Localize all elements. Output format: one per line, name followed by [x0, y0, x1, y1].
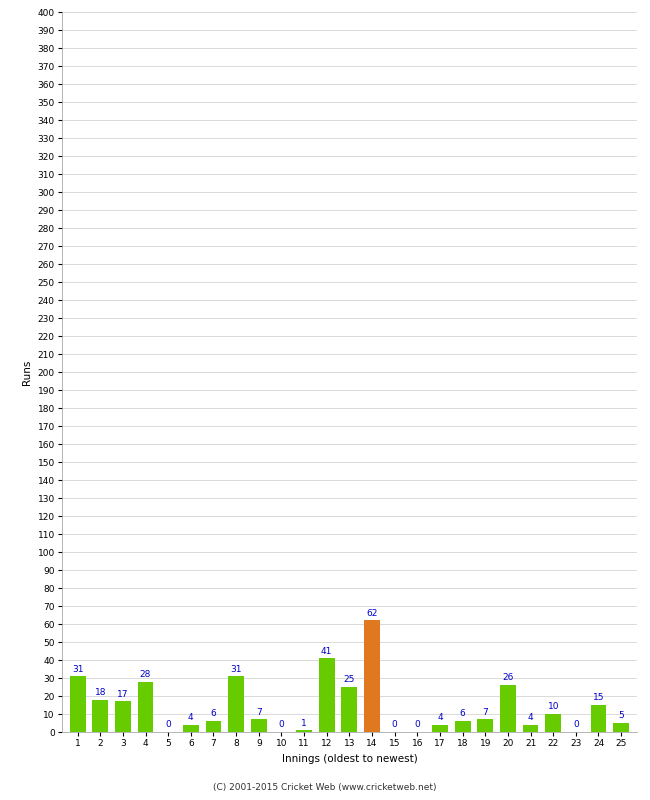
Bar — [432, 725, 448, 732]
Text: 4: 4 — [188, 713, 194, 722]
Bar — [477, 719, 493, 732]
Bar — [70, 676, 86, 732]
Bar — [523, 725, 538, 732]
Text: 4: 4 — [528, 713, 534, 722]
Text: 4: 4 — [437, 713, 443, 722]
Text: 5: 5 — [618, 711, 624, 720]
Text: 0: 0 — [392, 720, 398, 730]
Bar — [455, 722, 471, 732]
Bar — [115, 702, 131, 732]
Text: 25: 25 — [344, 675, 355, 684]
Text: 7: 7 — [482, 708, 488, 717]
Bar — [545, 714, 561, 732]
Bar — [364, 621, 380, 732]
Text: 0: 0 — [165, 720, 171, 730]
Text: 6: 6 — [460, 710, 465, 718]
Text: 15: 15 — [593, 694, 605, 702]
Text: (C) 2001-2015 Cricket Web (www.cricketweb.net): (C) 2001-2015 Cricket Web (www.cricketwe… — [213, 783, 437, 792]
Text: 31: 31 — [230, 665, 242, 674]
Text: 7: 7 — [256, 708, 262, 717]
Text: 0: 0 — [415, 720, 420, 730]
Text: 18: 18 — [94, 688, 106, 697]
Y-axis label: Runs: Runs — [22, 359, 32, 385]
X-axis label: Innings (oldest to newest): Innings (oldest to newest) — [281, 754, 417, 763]
Bar — [318, 658, 335, 732]
Bar — [591, 705, 606, 732]
Text: 10: 10 — [547, 702, 559, 711]
Text: 31: 31 — [72, 665, 83, 674]
Text: 0: 0 — [279, 720, 284, 730]
Bar — [613, 723, 629, 732]
Bar — [296, 730, 312, 732]
Text: 6: 6 — [211, 710, 216, 718]
Bar — [500, 685, 516, 732]
Bar — [251, 719, 266, 732]
Bar — [183, 725, 199, 732]
Text: 0: 0 — [573, 720, 578, 730]
Text: 1: 1 — [301, 718, 307, 727]
Bar — [228, 676, 244, 732]
Bar — [138, 682, 153, 732]
Text: 28: 28 — [140, 670, 151, 679]
Bar — [341, 687, 358, 732]
Text: 62: 62 — [367, 609, 378, 618]
Bar — [205, 722, 222, 732]
Text: 17: 17 — [117, 690, 129, 698]
Bar — [92, 699, 108, 732]
Text: 26: 26 — [502, 674, 514, 682]
Text: 41: 41 — [321, 646, 332, 655]
